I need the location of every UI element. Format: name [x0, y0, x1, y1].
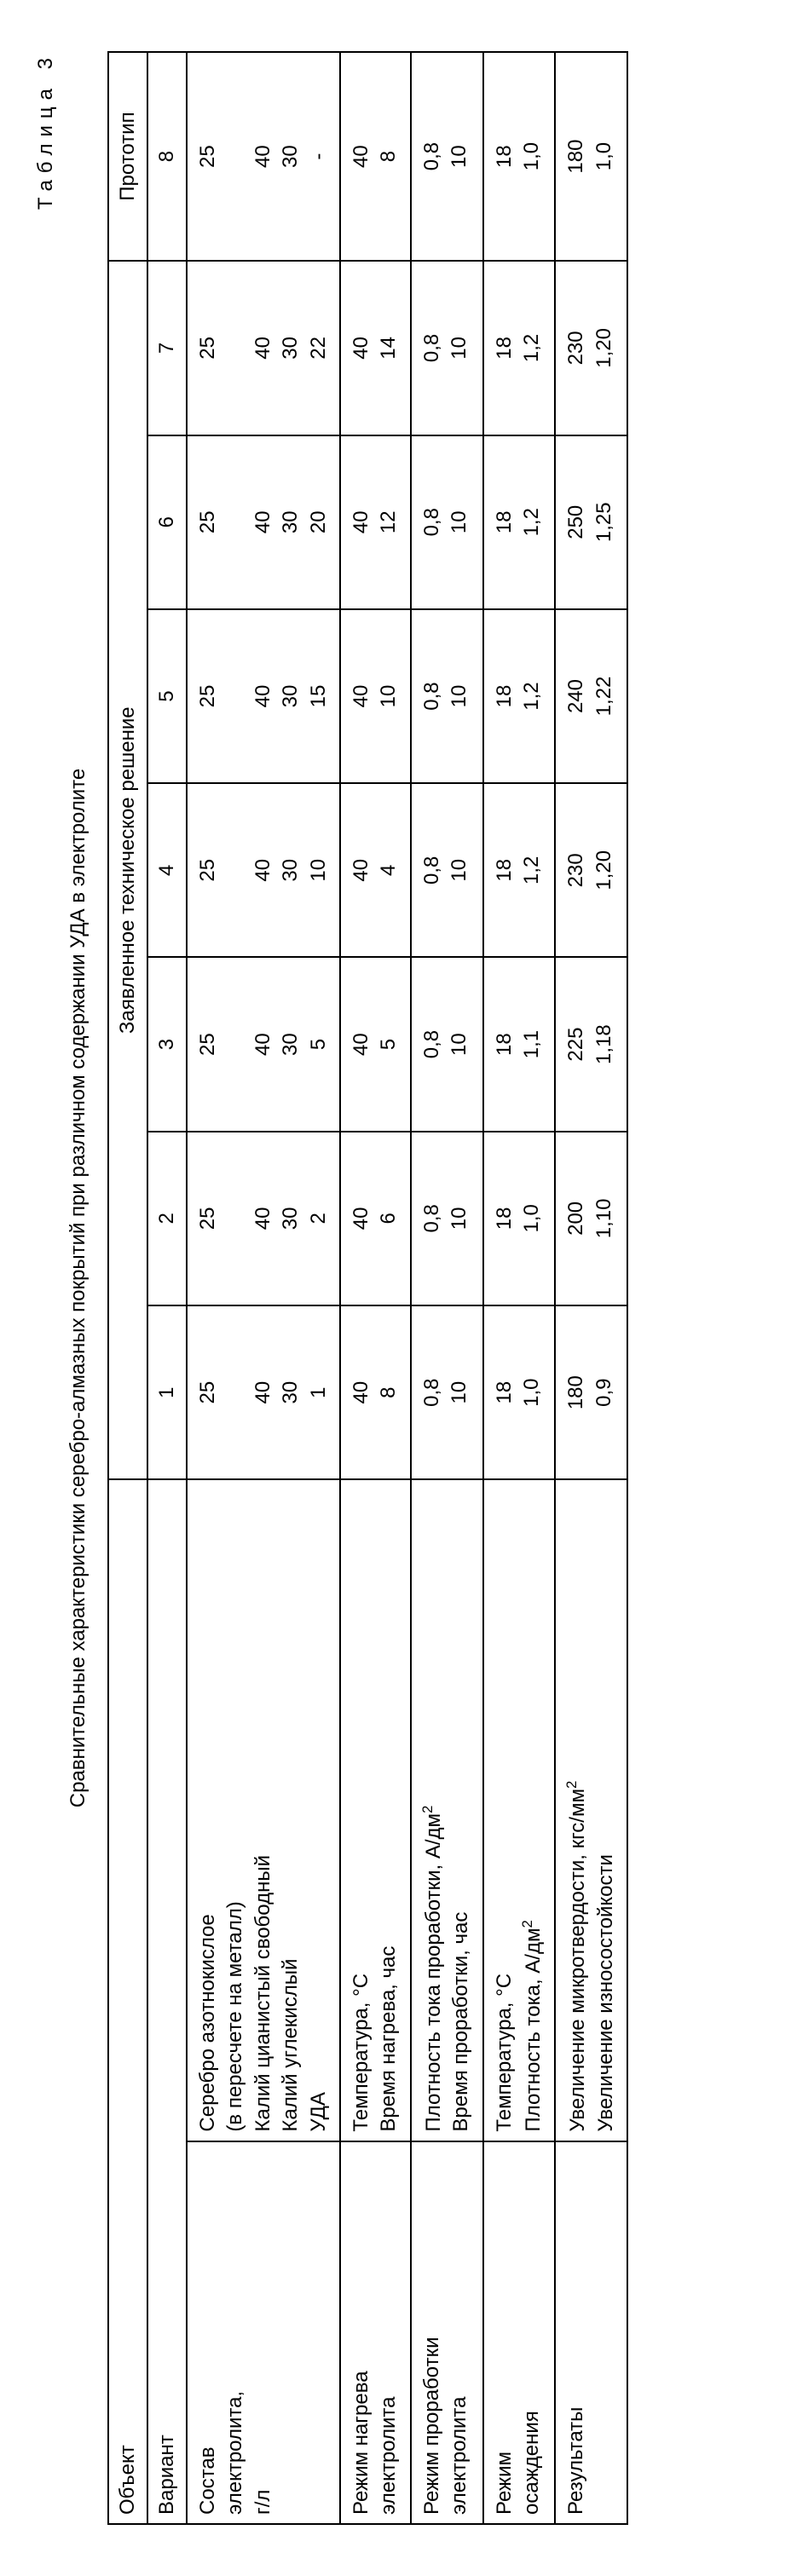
value-cell: 25 40301 — [187, 1305, 340, 1479]
header-variant-num: 6 — [147, 435, 187, 609]
value-cell: 0,810 — [411, 783, 483, 957]
value-cell: 2301,20 — [555, 261, 627, 435]
value-cell: 25 40302 — [187, 1132, 340, 1305]
value-cell: 405 — [340, 957, 411, 1131]
value-cell: 4012 — [340, 435, 411, 609]
header-variant-num: 3 — [147, 957, 187, 1131]
value-cell: 408 — [340, 1305, 411, 1479]
value-cell: 2501,25 — [555, 435, 627, 609]
value-cell: 25 403020 — [187, 435, 340, 609]
param-cell: Температура, °СПлотность тока, А/дм2 — [483, 1479, 556, 2141]
value-cell: 181,0 — [483, 1305, 556, 1479]
value-cell: 0,810 — [411, 435, 483, 609]
value-cell: 0,810 — [411, 1132, 483, 1305]
param-cell: Увеличение микротвердости, кгс/мм2Увелич… — [555, 1479, 627, 2141]
header-variant-num: 2 — [147, 1132, 187, 1305]
value-cell: 181,1 — [483, 957, 556, 1131]
table-title: Сравнительные характеристики серебро-алм… — [66, 51, 90, 2525]
value-cell: 181,2 — [483, 783, 556, 957]
value-cell: 406 — [340, 1132, 411, 1305]
value-cell: 25 403015 — [187, 609, 340, 783]
header-variant: Вариант — [147, 1479, 187, 2524]
param-cell: Серебро азотнокислое(в пересчете на мета… — [187, 1479, 340, 2141]
value-cell: 0,810 — [411, 1305, 483, 1479]
value-cell: 2401,22 — [555, 609, 627, 783]
value-cell: 2251,18 — [555, 957, 627, 1131]
data-table: ОбъектЗаявленное техническое решениеПрот… — [107, 51, 628, 2525]
value-cell: 181,2 — [483, 609, 556, 783]
value-cell: 25 403010 — [187, 783, 340, 957]
header-variant-num: 1 — [147, 1305, 187, 1479]
header-declared-solution: Заявленное техническое решение — [108, 261, 147, 1479]
header-prototype: Прототип — [108, 52, 147, 261]
header-variant-num: 5 — [147, 609, 187, 783]
value-cell: 0,810 — [411, 261, 483, 435]
param-cell: Плотность тока проработки, А/дм2Время пр… — [411, 1479, 483, 2141]
group-label: Составэлектролита,г/л — [187, 2141, 340, 2524]
value-cell: 408 — [340, 52, 411, 261]
group-label: Режим проработкиэлектролита — [411, 2141, 483, 2524]
value-cell: 404 — [340, 783, 411, 957]
value-cell: 25 40305 — [187, 957, 340, 1131]
value-cell: 181,0 — [483, 1132, 556, 1305]
value-cell: 1801,0 — [555, 52, 627, 261]
group-label: Результаты — [555, 2141, 627, 2524]
value-cell: 25 403022 — [187, 261, 340, 435]
value-cell: 0,810 — [411, 52, 483, 261]
value-cell: 181,2 — [483, 261, 556, 435]
param-cell: Температура, °СВремя нагрева, час — [340, 1479, 411, 2141]
table-label: Таблица 3 — [34, 51, 58, 2525]
value-cell: 181,0 — [483, 52, 556, 261]
value-cell: 25 4030- — [187, 52, 340, 261]
value-cell: 0,810 — [411, 957, 483, 1131]
value-cell: 0,810 — [411, 609, 483, 783]
header-variant-num: 7 — [147, 261, 187, 435]
group-label: Режим нагреваэлектролита — [340, 2141, 411, 2524]
group-label: Режимосаждения — [483, 2141, 556, 2524]
header-variant-num-prototype: 8 — [147, 52, 187, 261]
value-cell: 2301,20 — [555, 783, 627, 957]
value-cell: 2001,10 — [555, 1132, 627, 1305]
header-variant-num: 4 — [147, 783, 187, 957]
value-cell: 4014 — [340, 261, 411, 435]
value-cell: 181,2 — [483, 435, 556, 609]
header-object: Объект — [108, 1479, 147, 2524]
value-cell: 4010 — [340, 609, 411, 783]
value-cell: 1800,9 — [555, 1305, 627, 1479]
